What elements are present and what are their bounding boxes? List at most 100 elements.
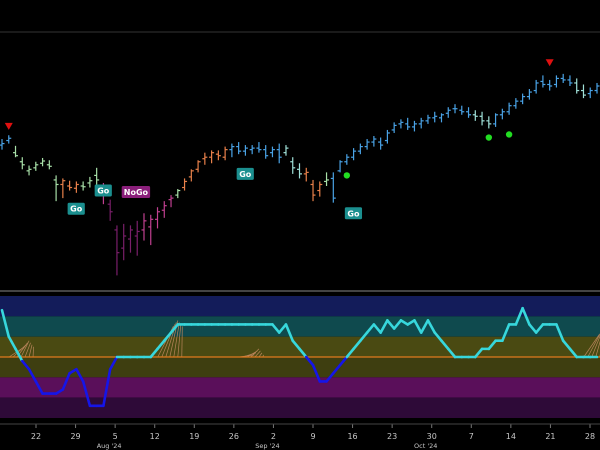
price-bar [148, 214, 154, 246]
oscillator-segment [156, 339, 166, 351]
price-bar [236, 142, 242, 155]
oscillator-segment [399, 319, 409, 326]
oscillator-peak-stroke [32, 346, 34, 358]
oscillator-peak [238, 348, 264, 358]
oscillator-segment [75, 367, 85, 383]
price-bar [472, 110, 478, 121]
price-bar [202, 152, 208, 165]
price-bar [121, 223, 127, 261]
price-bar [371, 136, 377, 147]
price-bar [303, 167, 309, 182]
oscillator-segment [365, 323, 376, 334]
price-bar [249, 145, 255, 155]
price-bar [418, 117, 424, 129]
oscillator-segment [561, 339, 572, 351]
price-bar [540, 75, 546, 88]
x-tick-label: 14 [506, 432, 516, 441]
price-bar [33, 161, 39, 171]
signal-label: Go [94, 184, 112, 197]
price-bar [384, 129, 390, 144]
price-bar [175, 189, 181, 199]
oscillator-segment [284, 323, 295, 343]
price-bar [533, 79, 539, 94]
price-bar [594, 82, 600, 94]
oscillator-band [0, 357, 600, 378]
oscillator-segment [413, 319, 423, 334]
price-bar [46, 160, 52, 170]
oscillator-band [0, 377, 600, 398]
price-bar [67, 180, 73, 191]
price-bar [256, 142, 262, 153]
signal-label-box [94, 184, 112, 197]
signal-label: Go [67, 202, 85, 215]
oscillator-segment [352, 339, 362, 351]
oscillator-segment [162, 331, 173, 343]
price-bar [378, 137, 384, 150]
price-bar [493, 113, 499, 127]
price-bar [391, 122, 397, 133]
oscillator-peak-stroke [254, 350, 261, 358]
oscillator-segment [34, 380, 44, 395]
price-bar [114, 225, 120, 276]
oscillator-band [0, 316, 600, 337]
price-bar [499, 108, 505, 120]
signal-label-text: Go [347, 209, 360, 218]
x-tick-label: 21 [545, 432, 555, 441]
price-bar [547, 79, 553, 91]
signal-label: Go [344, 207, 363, 220]
price-bar [161, 201, 167, 218]
price-bar [310, 179, 316, 202]
oscillator-peak-stroke [12, 344, 27, 358]
signal-label-box [236, 167, 254, 180]
oscillator-segment [392, 319, 403, 330]
oscillator-segment [0, 308, 11, 338]
signal-label: NoGo [121, 186, 151, 199]
x-tick-label: 2 [271, 432, 276, 441]
oscillator-segment [311, 363, 322, 383]
price-bar [317, 181, 323, 197]
oscillator-segment [440, 339, 450, 351]
price-bar [53, 175, 59, 202]
oscillator-segment [298, 347, 308, 359]
oscillator-segment [345, 347, 355, 359]
x-month-label: Oct '24 [414, 442, 437, 450]
oscillator-segment [27, 367, 38, 383]
signal-dot-icon [343, 172, 351, 179]
price-bar [290, 157, 296, 174]
price-bar [188, 169, 194, 182]
oscillator-segment [433, 331, 443, 343]
oscillator-segment [277, 323, 288, 334]
price-bar [452, 104, 458, 114]
x-tick-label: 30 [427, 432, 437, 441]
oscillator-segment [54, 388, 65, 395]
oscillator-segment [359, 331, 369, 343]
price-bar [19, 157, 25, 170]
oscillator-segment [271, 323, 281, 334]
signal-dot-icon [505, 131, 513, 138]
price-bar [330, 172, 336, 203]
oscillator-segment [501, 323, 511, 343]
price-bar [182, 178, 188, 191]
price-bar [276, 143, 282, 164]
oscillator-peak-stroke [20, 340, 30, 358]
price-bar [364, 139, 370, 150]
x-tick-label: 9 [310, 432, 315, 441]
price-bar [405, 117, 411, 130]
price-bar [263, 145, 269, 159]
price-bar [357, 143, 363, 155]
price-bar [40, 157, 46, 167]
oscillator-segment [473, 347, 484, 359]
price-bar [513, 98, 519, 109]
oscillator-segment [291, 339, 301, 351]
price-bar [486, 116, 492, 129]
oscillator-segment [528, 323, 538, 334]
oscillator-peak-stroke [181, 326, 183, 358]
price-bar [134, 220, 140, 256]
oscillator-band [0, 296, 600, 317]
signal-label-box [121, 186, 151, 199]
oscillator-peak-stroke [250, 348, 260, 358]
price-bar [73, 181, 79, 193]
x-month-label: Aug '24 [97, 442, 122, 450]
price-bar [168, 195, 174, 208]
